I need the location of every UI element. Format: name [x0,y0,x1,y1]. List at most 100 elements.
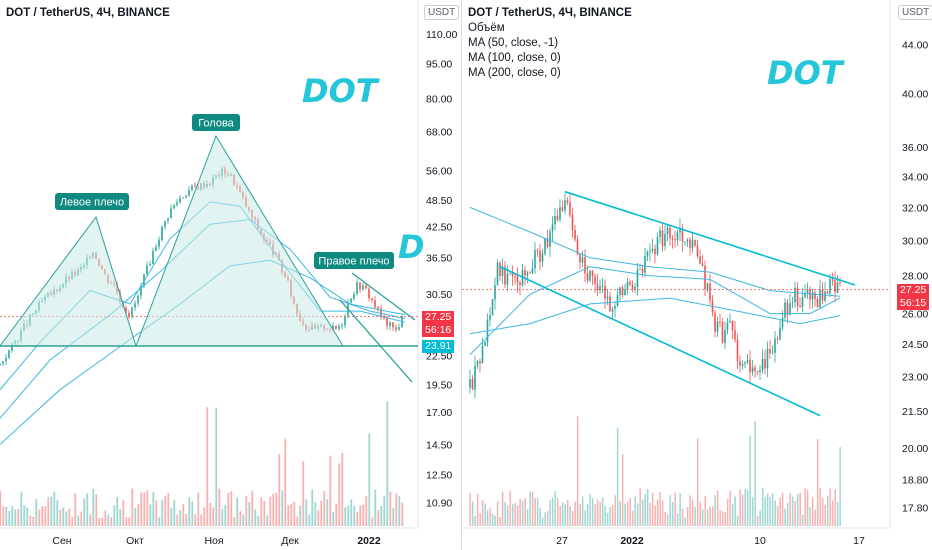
volume-bar [194,514,197,526]
x-axis-tick-label: 17 [853,535,865,547]
left-chart-canvas[interactable]: 110.00 95.00 80.00 68.00 56.00 48.50 42.50 36.5… [0,0,461,550]
volume-bar [239,511,242,526]
volume-bar [62,507,65,526]
volume-bar [469,492,471,526]
volume-bar [834,489,836,526]
candle-body [659,230,661,238]
volume-bar [116,496,119,526]
candle-body [809,289,811,300]
volume-bar [486,510,489,526]
candle-body [591,271,594,276]
y-axis-tick-label: 42.50 [426,222,452,234]
volume-bar [681,508,684,526]
candle-body [759,370,761,373]
volume-bar [221,509,224,526]
volume-bar [395,493,398,526]
candle-body [589,271,591,281]
volume-bar [739,489,741,526]
volume-bar [489,507,491,526]
candle-body [140,285,142,296]
volume-bar [83,498,86,526]
candle-body [167,218,169,221]
volume-bar [152,492,155,526]
right-chart-canvas[interactable]: 44.00 40.00 36.00 34.00 32.00 30.00 28.00 26.00… [462,0,932,550]
candle-body [651,248,654,251]
volume-bar [104,510,107,526]
volume-bar [371,517,374,526]
volume-bar [569,506,571,526]
x-axis-tick-label: Окт [126,535,144,547]
y-axis-tick-label: 48.50 [426,195,452,207]
candle-body [721,321,724,343]
candle-body [796,287,799,306]
volume-bar [664,511,666,526]
candle-body [649,250,651,252]
volume-bar [689,495,691,526]
candle-body [724,330,726,343]
right-currency-badge[interactable]: USDT [898,5,932,20]
volume-bar [529,491,531,526]
volume-bar [659,491,661,526]
volume-bar [796,494,799,526]
candle-body [754,367,756,372]
volume-bar [761,488,764,526]
right-chart-panel[interactable]: 44.00 40.00 36.00 34.00 32.00 30.00 28.00 26.00… [462,0,932,550]
candle-body [395,327,397,330]
candle-body [786,302,789,315]
right-legend-symbol: DOT / TetherUS, 4Ч, BINANCE [468,7,632,19]
volume-bar [272,493,275,526]
volume-bar [526,509,529,526]
volume-bar [694,506,696,526]
candle-body [516,276,519,283]
volume-bar [32,516,35,526]
volume-bar [759,510,761,526]
candle-body [569,202,571,216]
candle-body [764,358,766,369]
candle-body [831,278,834,281]
volume-bar [188,497,191,526]
volume-bar [359,505,362,526]
left-chart-panel[interactable]: 110.00 95.00 80.00 68.00 56.00 48.50 42.50 36.5… [0,0,462,550]
volume-bar [769,496,771,526]
candle-body [599,286,601,291]
candle-body [594,275,596,284]
candle-body [481,345,484,364]
y-axis-tick-label: 80.00 [426,93,452,105]
candle-body [656,237,659,255]
candle-body [639,269,641,271]
volume-bar [374,489,377,526]
volume-bar [251,490,254,526]
candle-body [359,282,361,290]
candle-body [644,256,646,273]
volume-bar [377,509,380,526]
candle-body [836,282,839,293]
volume-bar [651,492,654,526]
volume-bar [546,510,549,526]
volume-bar [128,517,131,526]
volume-bar [2,506,5,526]
volume-bar [92,488,95,526]
left-currency-badge[interactable]: USDT [424,5,460,20]
candle-body [701,263,704,266]
volume-bar [499,517,501,526]
left-support-price-tag: 23.91 [422,340,455,353]
volume-bar [227,492,230,526]
volume-bar [281,490,284,526]
volume-bar [756,515,759,526]
candle-body [629,281,631,285]
volume-bar [559,505,561,526]
candle-body [654,248,656,255]
candle-body [636,269,639,287]
candle-body [784,302,786,318]
y-axis-tick-label: 10.90 [426,497,452,509]
volume-bar [749,436,751,526]
volume-bar [579,504,581,526]
y-axis-tick-label: 22.50 [426,350,452,362]
candle-body [134,303,136,308]
candle-body [499,262,501,276]
volume-bar [511,503,514,526]
candle-body [779,327,781,340]
volume-bar [826,495,829,526]
y-axis-tick-label: 18.80 [902,475,928,487]
candle-body [559,207,561,220]
